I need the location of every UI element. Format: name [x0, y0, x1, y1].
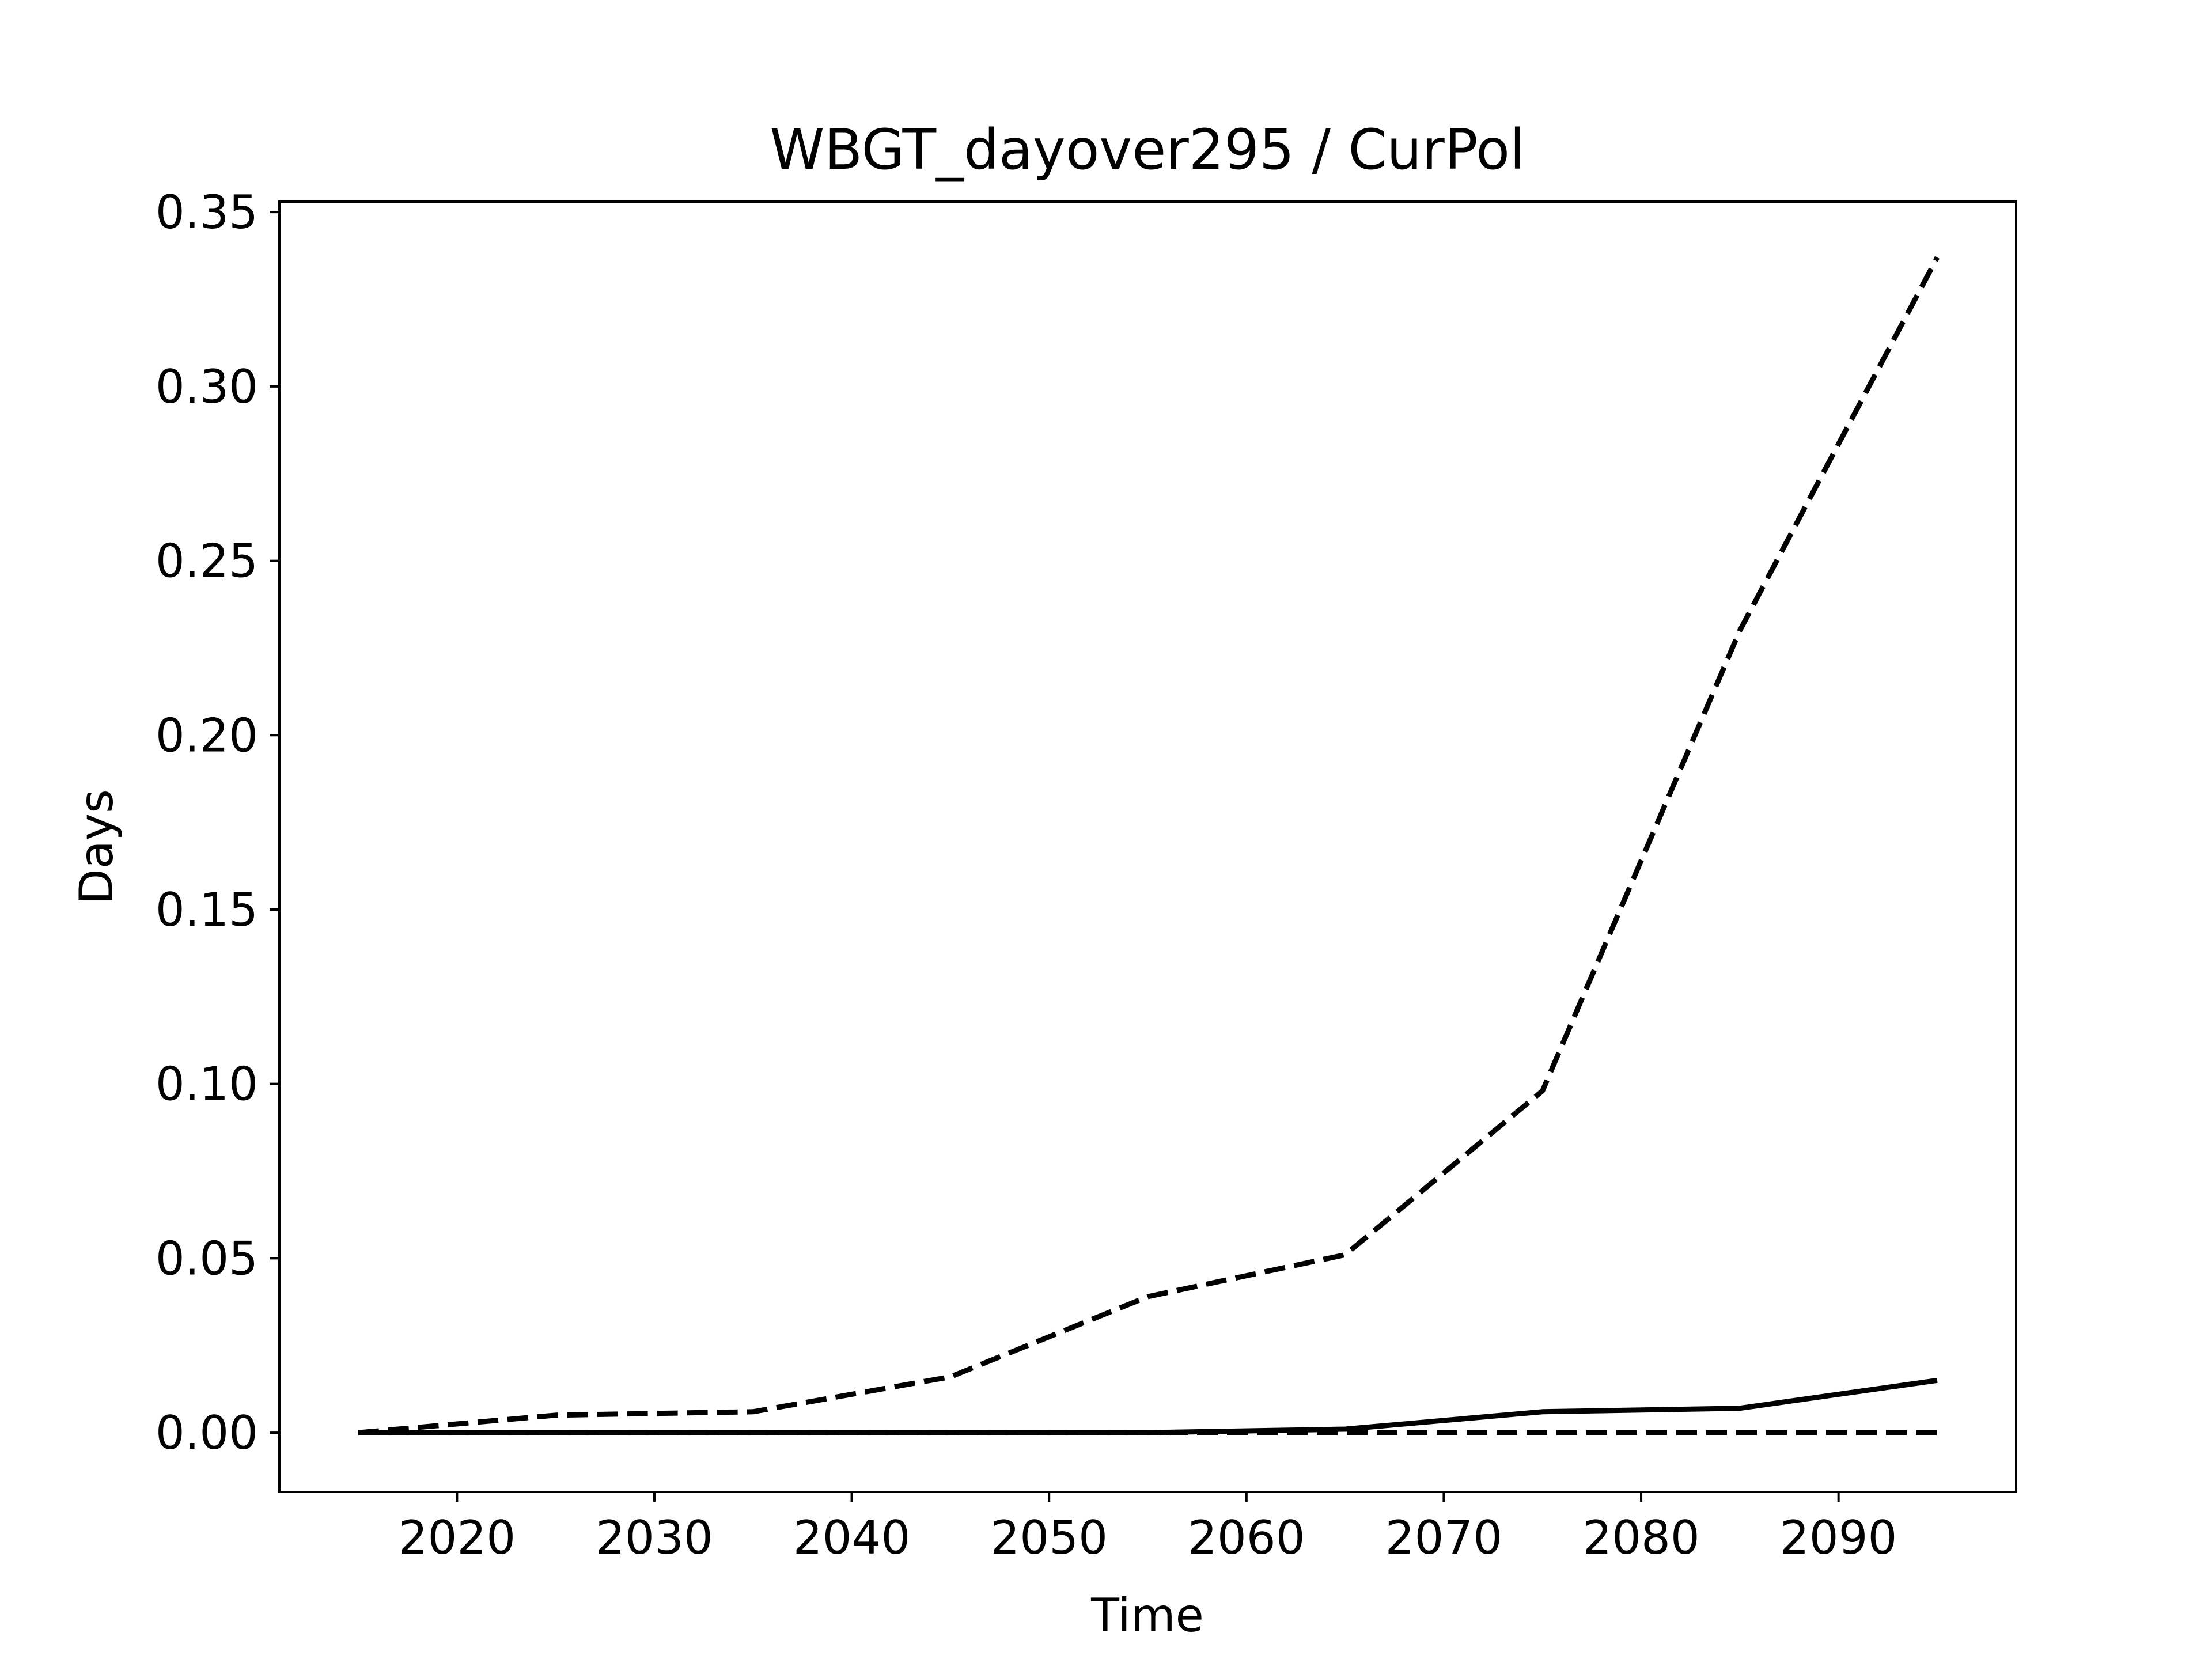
chart-title: WBGT_dayover295 / CurPol	[770, 118, 1525, 182]
y-tick-label: 0.35	[156, 185, 258, 239]
y-tick-label: 0.25	[156, 535, 258, 588]
y-axis: 0.00 0.05 0.10 0.15 0.20 0.25 0.30 0.35	[156, 185, 279, 1460]
series-line-1	[358, 256, 1940, 1435]
x-tick-label: 2090	[1780, 1511, 1897, 1565]
y-axis-label: Days	[70, 789, 123, 904]
x-axis-label: Time	[1090, 1589, 1204, 1642]
plot-frame	[278, 200, 2017, 1493]
x-tick-label: 2060	[1188, 1511, 1305, 1565]
x-tick-label: 2080	[1582, 1511, 1700, 1565]
x-tick-label: 2020	[399, 1511, 516, 1565]
x-tick-label: 2030	[596, 1511, 713, 1565]
y-tick-label: 0.05	[156, 1232, 258, 1285]
y-tick-label: 0.15	[156, 883, 258, 937]
x-tick-label: 2050	[990, 1511, 1108, 1565]
y-tick-label: 0.10	[156, 1058, 258, 1111]
plot-series	[358, 256, 1940, 1435]
y-tick-label: 0.00	[156, 1406, 258, 1460]
y-tick-label: 0.30	[156, 360, 258, 414]
x-tick-label: 2070	[1385, 1511, 1503, 1565]
x-axis: 2020 2030 2040 2050 2060 2070 2080 2090	[399, 1492, 1897, 1565]
y-tick-label: 0.20	[156, 709, 258, 762]
x-tick-label: 2040	[793, 1511, 911, 1565]
